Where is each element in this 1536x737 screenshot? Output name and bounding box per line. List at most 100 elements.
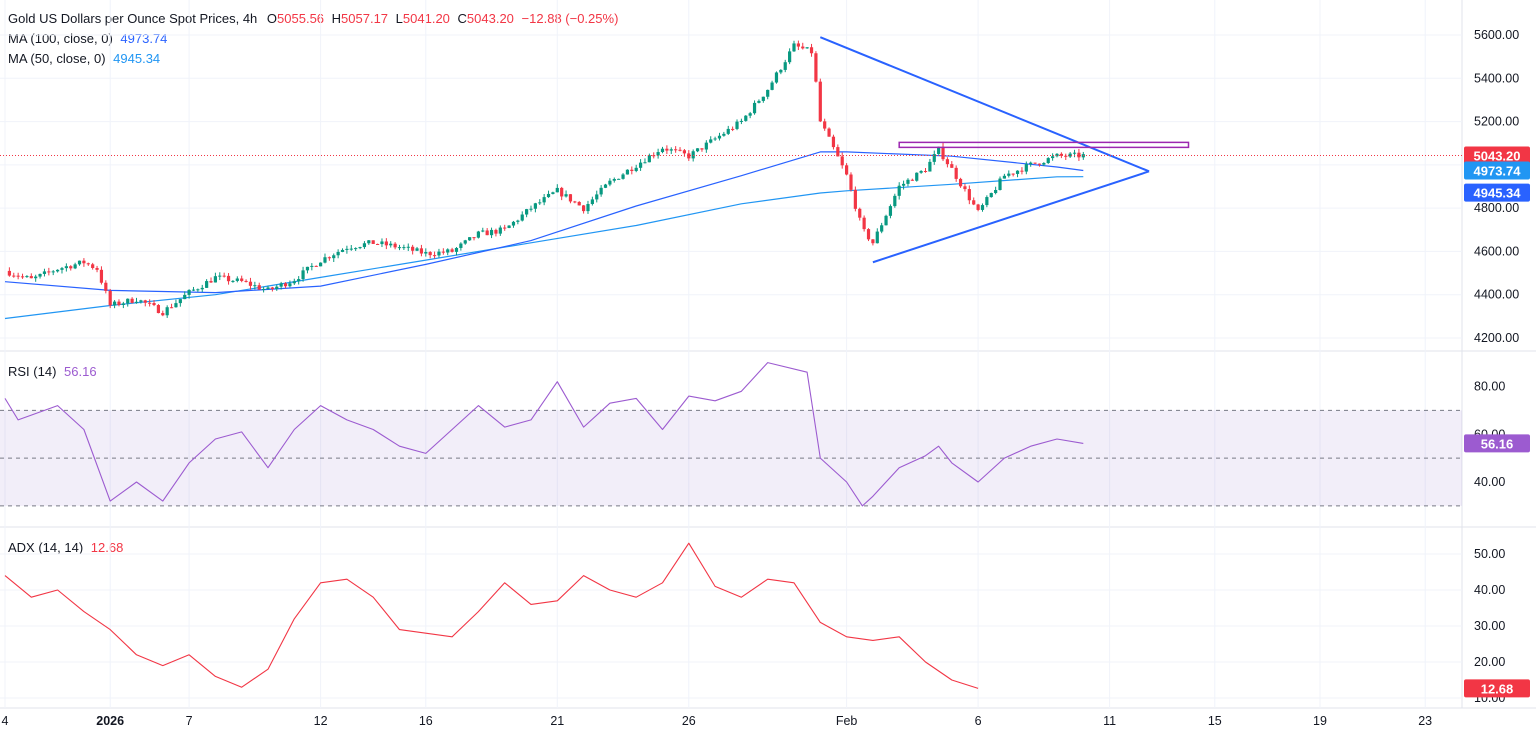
candle-body-194	[858, 208, 862, 218]
candle-body-89	[397, 247, 402, 249]
candle-body-10	[51, 271, 55, 273]
ohlc-low: L5041.20	[395, 11, 450, 26]
candle-body-31	[143, 300, 147, 303]
last-price-badge: 5043.20	[1474, 149, 1521, 164]
upper-trendline	[819, 36, 1150, 173]
candle-body-121	[538, 202, 542, 204]
candle-body-78	[349, 248, 353, 250]
candle-body-150	[665, 148, 669, 151]
last-price-badge-bg	[1464, 146, 1530, 165]
candle-body-238	[1051, 156, 1055, 159]
candle-body-178	[788, 51, 792, 63]
candle-body-13	[64, 266, 68, 269]
candle-body-60	[270, 287, 274, 289]
price-tick-7: 5600.00	[1474, 28, 1519, 42]
candle-body-44	[200, 287, 204, 290]
candle-body-129	[573, 201, 577, 203]
candle-body-179	[792, 43, 796, 52]
candle-body-102	[454, 247, 459, 252]
candle-body-29	[134, 301, 139, 303]
candle-body-209	[923, 170, 928, 172]
candle-body-77	[345, 248, 349, 250]
candle-body-58	[262, 288, 266, 290]
candle-body-26	[121, 303, 125, 305]
candle-body-65	[292, 281, 296, 284]
candle-body-125	[555, 187, 559, 193]
candle-body-141	[625, 169, 630, 175]
candle-body-109	[485, 230, 489, 236]
adx-legend[interactable]: ADX (14, 14) 12.68	[8, 539, 123, 556]
candle-body-203	[897, 185, 901, 196]
candle-body-45	[205, 281, 209, 288]
candle-body-175	[774, 72, 779, 83]
candle-body-6	[34, 276, 38, 279]
price-tick-5: 5200.00	[1474, 115, 1519, 129]
candle-body-233	[1029, 162, 1033, 165]
candle-body-32	[148, 302, 152, 304]
candle-body-197	[871, 239, 875, 244]
candle-body-69	[310, 265, 314, 267]
ohlc-high: H5057.17	[331, 11, 389, 26]
candle-body-230	[1015, 170, 1020, 174]
candle-body-174	[770, 82, 774, 90]
rsi-legend[interactable]: RSI (14) 56.16	[8, 363, 97, 380]
rsi-line	[4, 362, 1084, 507]
price-tick-2: 4600.00	[1474, 244, 1519, 258]
candle-body-3	[20, 276, 25, 278]
candle-body-97	[432, 255, 437, 257]
candle-body-207	[915, 172, 919, 181]
rsi-label: RSI (14)	[8, 364, 57, 379]
rsi-tick-0: 40.00	[1474, 475, 1505, 489]
candle-body-139	[617, 178, 621, 180]
candle-body-236	[1042, 162, 1046, 165]
candle-body-180	[796, 43, 800, 47]
candle-body-42	[191, 289, 196, 291]
candle-body-94	[419, 248, 424, 254]
candle-body-212	[937, 146, 941, 155]
candle-body-220	[972, 200, 976, 205]
candle-body-135	[599, 187, 603, 195]
candle-body-72	[323, 257, 327, 263]
ma50-legend[interactable]: MA (50, close, 0) 4945.34	[8, 50, 160, 67]
candle-body-101	[450, 249, 454, 252]
candle-body-143	[634, 167, 638, 171]
candle-body-107	[476, 231, 480, 238]
candle-body-172	[761, 96, 765, 101]
candle-body-9	[47, 271, 51, 273]
adx-tick-1: 20.00	[1474, 655, 1505, 669]
candle-body-240	[1059, 153, 1063, 156]
candle-body-229	[1011, 173, 1015, 175]
candle-body-92	[411, 246, 415, 251]
candle-body-2	[16, 275, 20, 277]
candle-body-185	[818, 81, 822, 122]
candle-body-34	[156, 305, 161, 314]
candle-body-218	[963, 186, 967, 190]
time-tick-12: 23	[1418, 714, 1432, 728]
adx-tick-3: 40.00	[1474, 583, 1505, 597]
ma50-label: MA (50, close, 0)	[8, 51, 106, 66]
candle-body-228	[1007, 173, 1011, 176]
candle-body-128	[568, 194, 573, 202]
price-tick-1: 4400.00	[1474, 288, 1519, 302]
candle-body-21	[99, 269, 104, 283]
candle-body-147	[652, 155, 656, 157]
candle-body-204	[901, 183, 906, 186]
candle-body-105	[468, 237, 472, 241]
candle-body-161	[713, 138, 717, 140]
candle-body-159	[704, 142, 708, 150]
candle-body-187	[827, 128, 831, 137]
candle-body-51	[231, 280, 235, 282]
candle-body-169	[748, 113, 752, 116]
candle-body-8	[42, 271, 47, 274]
candle-body-189	[836, 147, 840, 157]
candle-body-15	[73, 264, 77, 269]
candle-body-173	[766, 89, 770, 97]
candle-body-243	[1072, 152, 1077, 154]
candle-body-90	[402, 247, 406, 249]
candle-body-193	[853, 189, 857, 209]
candle-body-200	[884, 215, 888, 226]
ma50-badge: 4945.34	[1474, 186, 1522, 201]
candle-body-132	[586, 204, 590, 212]
candle-body-188	[831, 136, 836, 148]
